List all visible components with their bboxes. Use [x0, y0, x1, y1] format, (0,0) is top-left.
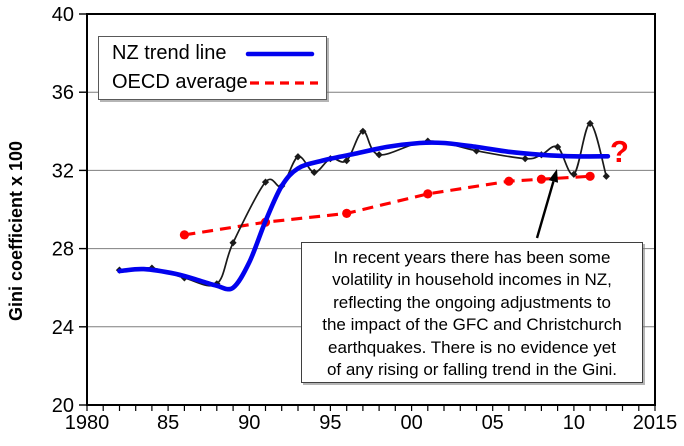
annotation-line: reflecting the ongoing adjustments to [333, 292, 611, 312]
x-tick-label-1990: 90 [238, 412, 260, 434]
oecd-data-point [179, 230, 189, 240]
annotation-line: In recent years there has been some [333, 248, 611, 267]
oecd-data-point [536, 174, 547, 184]
annotation-box: In recent years there has been some vola… [301, 242, 643, 383]
y-tick-label-32: 32 [52, 160, 74, 182]
y-tick-label-40: 40 [52, 4, 74, 26]
annotation-line: volatility in household incomes in NZ, [332, 270, 612, 290]
annotation-line: the impact of the GFC and Christchurch [322, 315, 622, 335]
nz-data-point [554, 143, 562, 151]
nz-data-point [359, 127, 367, 135]
nz-data-point [586, 119, 594, 128]
y-tick-label-24: 24 [52, 317, 74, 339]
legend: NZ trend line OECD average [98, 36, 327, 100]
x-tick-label-2005: 05 [482, 412, 504, 434]
oecd-average-line [184, 174, 591, 237]
plot-border [86, 13, 656, 406]
oecd-data-point [342, 208, 352, 218]
nz-data-point [375, 151, 383, 159]
y-tick-label-28: 28 [52, 239, 74, 261]
legend-row-nz-trend: NZ trend line [99, 39, 326, 68]
x-tick-label-1985: 85 [157, 412, 179, 434]
nz-data-point [343, 157, 351, 165]
nz-data-point [570, 170, 578, 178]
annotation-line: earthquakes. There is no evidence yet [328, 337, 616, 357]
oecd-data-point [504, 176, 514, 186]
legend-sample-nz-trend-line [245, 51, 315, 56]
y-tick-label-20: 20 [52, 395, 74, 417]
annotation-arrow-shaft [535, 181, 555, 239]
annotation-arrow-head [548, 169, 558, 183]
legend-sample-oecd-line [249, 80, 318, 85]
x-tick-label-1980: 1980 [65, 412, 110, 434]
question-mark: ? [610, 134, 629, 169]
nz-data-point [521, 155, 529, 163]
nz-data-point [310, 168, 318, 176]
x-tick-label-2000: 00 [400, 412, 422, 434]
nz-trend-line [117, 140, 611, 292]
nz-data-point [229, 239, 237, 247]
legend-row-oecd: OECD average [99, 68, 326, 97]
nz-data-point [602, 172, 610, 180]
annotation-line: of any rising or falling trend in the Gi… [326, 360, 618, 380]
y-axis-title: Gini coefficient x 100 [6, 140, 26, 322]
x-tick-label-2015: 2015 [633, 412, 678, 434]
x-tick-label-2010: 10 [563, 412, 585, 434]
nz-data-point [294, 153, 302, 161]
legend-label-oecd: OECD average [112, 71, 248, 93]
nz-data-point [261, 178, 270, 186]
x-tick-label-1995: 95 [319, 412, 341, 434]
oecd-data-point [423, 189, 433, 199]
oecd-data-point [585, 171, 595, 181]
legend-label-nz-trend: NZ trend line [112, 42, 227, 64]
y-tick-label-36: 36 [52, 82, 74, 104]
